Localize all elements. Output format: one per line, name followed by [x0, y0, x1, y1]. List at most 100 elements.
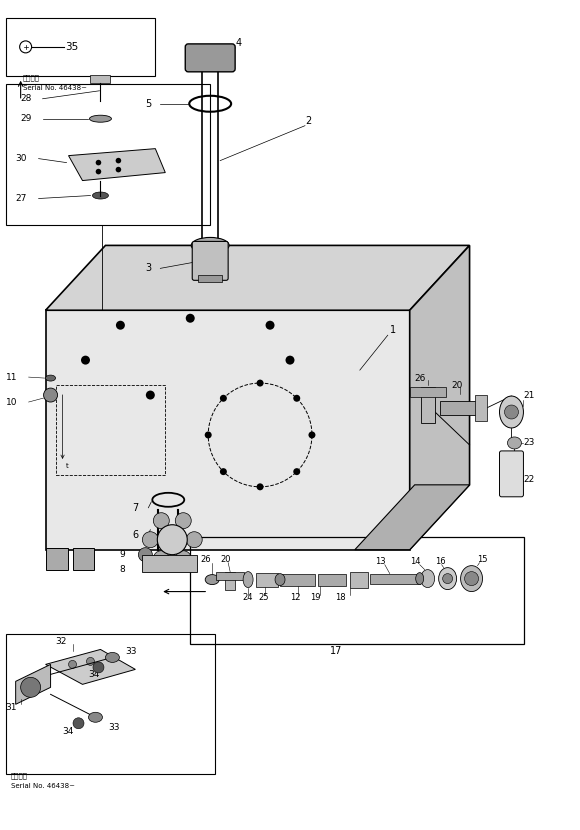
- Text: 16: 16: [434, 557, 445, 566]
- Bar: [440, 401, 480, 415]
- Text: 9: 9: [119, 550, 125, 559]
- Text: 5: 5: [146, 99, 151, 109]
- Bar: [6, 84, 210, 226]
- Text: 33: 33: [108, 723, 120, 732]
- Bar: [370, 574, 420, 583]
- Text: t: t: [66, 463, 68, 469]
- Text: 17: 17: [330, 647, 342, 657]
- Circle shape: [93, 662, 104, 673]
- Text: 15: 15: [477, 555, 488, 564]
- Bar: [474, 395, 487, 421]
- Polygon shape: [46, 310, 409, 549]
- Text: 31: 31: [6, 703, 17, 712]
- Ellipse shape: [420, 569, 434, 588]
- Text: 25: 25: [258, 593, 269, 602]
- Ellipse shape: [92, 192, 108, 199]
- Circle shape: [96, 160, 101, 165]
- Polygon shape: [16, 664, 50, 705]
- Circle shape: [186, 532, 202, 548]
- Circle shape: [153, 513, 169, 529]
- Circle shape: [115, 158, 121, 164]
- FancyBboxPatch shape: [192, 242, 228, 281]
- Bar: [225, 572, 235, 589]
- Circle shape: [465, 572, 478, 586]
- Text: 26: 26: [415, 374, 426, 383]
- Polygon shape: [68, 149, 165, 181]
- FancyBboxPatch shape: [185, 44, 235, 72]
- Text: 35: 35: [66, 42, 79, 52]
- Bar: [190, 537, 524, 644]
- Text: 11: 11: [6, 373, 17, 382]
- Text: 14: 14: [409, 557, 420, 566]
- Text: 7: 7: [132, 503, 139, 513]
- Text: 19: 19: [310, 593, 321, 602]
- Text: 33: 33: [125, 647, 137, 656]
- Text: 29: 29: [21, 115, 32, 123]
- Ellipse shape: [499, 396, 523, 428]
- Text: 6: 6: [132, 530, 139, 540]
- Circle shape: [186, 314, 195, 323]
- Text: 21: 21: [523, 391, 535, 399]
- Text: 4: 4: [235, 38, 241, 48]
- Text: 18: 18: [335, 593, 346, 602]
- Circle shape: [220, 395, 227, 402]
- Ellipse shape: [205, 574, 219, 584]
- Ellipse shape: [89, 712, 103, 722]
- Circle shape: [116, 320, 125, 330]
- Circle shape: [256, 483, 263, 491]
- Circle shape: [73, 718, 84, 729]
- Ellipse shape: [508, 437, 521, 449]
- Circle shape: [293, 395, 300, 402]
- Text: 24: 24: [242, 593, 253, 602]
- Bar: [256, 573, 278, 587]
- Text: 30: 30: [16, 154, 27, 164]
- Ellipse shape: [438, 568, 456, 589]
- Circle shape: [21, 677, 41, 697]
- Bar: [420, 387, 434, 423]
- Text: 34: 34: [63, 727, 74, 735]
- Ellipse shape: [275, 574, 285, 586]
- Text: 34: 34: [89, 670, 100, 679]
- Polygon shape: [46, 649, 135, 685]
- Circle shape: [68, 661, 77, 668]
- Circle shape: [309, 432, 316, 438]
- Text: 1: 1: [390, 325, 396, 335]
- Ellipse shape: [106, 652, 119, 662]
- Text: 適用年度: 適用年度: [23, 75, 39, 81]
- Bar: [318, 574, 346, 586]
- Circle shape: [146, 391, 155, 399]
- Text: 13: 13: [375, 557, 386, 566]
- Text: 3: 3: [146, 263, 151, 273]
- Ellipse shape: [243, 572, 253, 588]
- Text: 10: 10: [6, 398, 17, 407]
- Ellipse shape: [416, 573, 423, 584]
- Circle shape: [175, 551, 191, 567]
- Circle shape: [293, 468, 300, 475]
- Circle shape: [99, 308, 107, 316]
- Polygon shape: [409, 246, 470, 549]
- Text: 2: 2: [305, 115, 311, 125]
- Polygon shape: [355, 485, 470, 549]
- Circle shape: [139, 548, 153, 562]
- Text: 26: 26: [200, 555, 211, 564]
- Circle shape: [256, 379, 263, 387]
- Circle shape: [81, 355, 90, 364]
- Text: Serial No. 46438~: Serial No. 46438~: [10, 784, 75, 789]
- Text: 20: 20: [452, 381, 463, 389]
- Text: 12: 12: [290, 593, 300, 602]
- Text: 8: 8: [119, 565, 125, 574]
- Text: 23: 23: [523, 438, 535, 447]
- Circle shape: [205, 432, 212, 438]
- Bar: [198, 276, 222, 282]
- Text: 22: 22: [523, 476, 535, 485]
- Circle shape: [266, 320, 274, 330]
- Text: 28: 28: [21, 95, 32, 103]
- Circle shape: [115, 167, 121, 173]
- Ellipse shape: [461, 565, 483, 592]
- Ellipse shape: [46, 375, 56, 381]
- Bar: [6, 18, 155, 76]
- Bar: [350, 572, 368, 588]
- Ellipse shape: [89, 115, 111, 122]
- Circle shape: [86, 657, 95, 666]
- Bar: [409, 387, 445, 397]
